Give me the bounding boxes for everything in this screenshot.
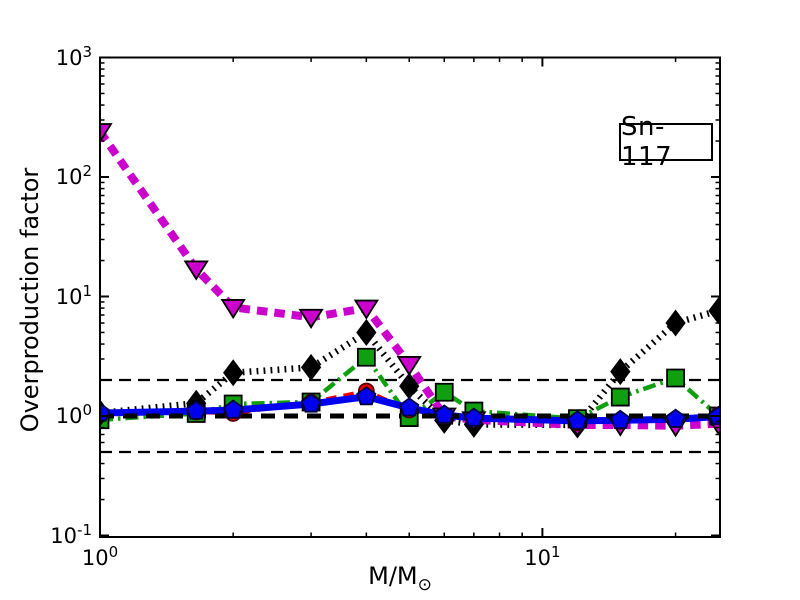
square-marker: [610, 387, 630, 407]
triangle-down-marker: [353, 299, 379, 320]
triangle-down-marker: [183, 260, 209, 281]
diamond-marker: [356, 318, 377, 346]
isotope-label-box: Sn-117: [619, 112, 713, 172]
series-markers-blue-solid-pentagons: [100, 386, 720, 430]
y-tick-label-1e-1: 10-1: [50, 520, 92, 548]
triangle-down-marker: [298, 308, 324, 329]
pentagon-marker: [223, 399, 244, 419]
diamond-marker: [665, 309, 686, 337]
sun-symbol: ⊙: [417, 574, 432, 595]
triangle-down-marker: [396, 356, 422, 377]
y-tick-label-1e2: 102: [55, 162, 92, 189]
diamond-marker: [300, 353, 322, 381]
pentagon-marker: [186, 400, 207, 420]
triangle-down-marker: [100, 123, 113, 144]
diamond-marker: [223, 359, 244, 387]
pentagon-marker: [665, 408, 686, 428]
x-tick-label-1e1: 101: [524, 543, 561, 570]
pentagon-marker: [610, 409, 631, 429]
pentagon-marker: [356, 386, 377, 406]
pentagon-marker: [434, 404, 455, 424]
square-marker: [666, 368, 685, 388]
y-tick-label-1e1: 101: [55, 281, 92, 309]
x-axis-label-text: M/M: [368, 562, 418, 590]
isotope-label: Sn-117: [621, 112, 673, 172]
triangle-down-marker: [220, 299, 246, 320]
pentagon-marker: [463, 407, 484, 427]
y-tick-label-1e3: 103: [55, 42, 92, 70]
plot-area: [100, 123, 720, 454]
diamond-marker: [610, 358, 631, 386]
pentagon-marker: [399, 397, 420, 417]
square-marker: [434, 382, 454, 402]
axis-ticks: [99, 56, 720, 537]
pentagon-marker: [300, 393, 322, 413]
pentagon-marker: [567, 410, 588, 430]
x-tick-label-1e0: 100: [81, 543, 119, 570]
y-tick-label-1e0: 100: [55, 401, 92, 428]
x-axis-label: M/M⊙: [300, 562, 500, 593]
square-marker: [356, 347, 376, 367]
